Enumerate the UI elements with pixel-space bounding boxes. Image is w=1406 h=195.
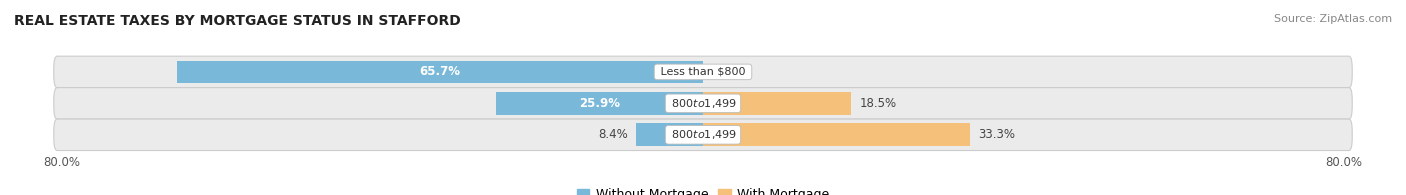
Bar bbox=[703, 123, 970, 146]
Legend: Without Mortgage, With Mortgage: Without Mortgage, With Mortgage bbox=[572, 183, 834, 195]
Text: Less than $800: Less than $800 bbox=[657, 67, 749, 77]
Text: $800 to $1,499: $800 to $1,499 bbox=[668, 128, 738, 141]
FancyBboxPatch shape bbox=[53, 88, 1353, 119]
Text: 8.4%: 8.4% bbox=[598, 128, 627, 141]
Text: Source: ZipAtlas.com: Source: ZipAtlas.com bbox=[1274, 14, 1392, 24]
Text: REAL ESTATE TAXES BY MORTGAGE STATUS IN STAFFORD: REAL ESTATE TAXES BY MORTGAGE STATUS IN … bbox=[14, 14, 461, 28]
Text: $800 to $1,499: $800 to $1,499 bbox=[668, 97, 738, 110]
Bar bbox=[703, 92, 851, 115]
Text: 65.7%: 65.7% bbox=[419, 65, 460, 78]
Bar bbox=[495, 92, 703, 115]
Bar bbox=[636, 123, 703, 146]
Text: 33.3%: 33.3% bbox=[977, 128, 1015, 141]
FancyBboxPatch shape bbox=[53, 119, 1353, 151]
Bar bbox=[177, 61, 703, 83]
Text: 0.0%: 0.0% bbox=[711, 65, 741, 78]
Text: 18.5%: 18.5% bbox=[859, 97, 897, 110]
FancyBboxPatch shape bbox=[53, 56, 1353, 88]
Text: 25.9%: 25.9% bbox=[579, 97, 620, 110]
